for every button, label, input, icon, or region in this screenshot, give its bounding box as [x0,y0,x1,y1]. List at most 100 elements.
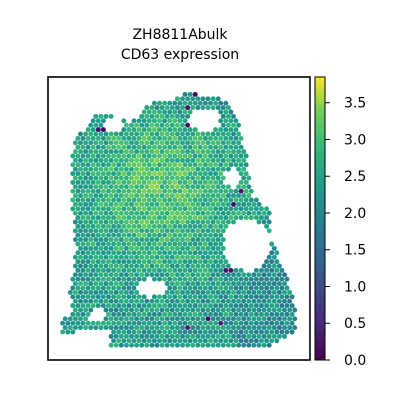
expression-spot [126,215,132,221]
expression-spot [167,153,173,159]
expression-spot [98,263,104,269]
expression-spot [243,294,249,300]
expression-spot [200,184,206,190]
expression-spot [215,131,221,137]
expression-spot [126,197,132,203]
expression-spot [238,171,244,177]
expression-spot [95,162,101,168]
expression-spot [116,223,122,229]
expression-spot [88,210,94,216]
expression-spot [177,285,183,291]
expression-spot [113,219,119,225]
expression-spot [93,201,99,207]
expression-spot [185,184,191,190]
expression-spot [202,267,208,273]
expression-spot [192,162,198,168]
expression-spot [167,215,173,221]
expression-spot [126,311,132,317]
expression-spot [129,316,134,322]
expression-spot [139,201,145,207]
expression-spot [167,109,173,115]
expression-spot [271,281,277,287]
expression-spot [146,118,152,124]
expression-spot [225,333,231,339]
expression-spot [106,197,111,203]
expression-spot [167,338,173,344]
expression-spot [190,307,196,313]
expression-spot [180,166,185,172]
expression-spot [205,342,211,348]
expression-spot [172,223,178,229]
expression-spot [169,122,175,128]
expression-spot [190,96,196,102]
expression-spot [162,311,168,317]
expression-spot [154,184,160,190]
expression-spot [141,232,147,238]
expression-spot [136,311,142,317]
expression-spot [208,179,213,185]
expression-spot [236,122,242,128]
expression-spot [93,289,99,295]
expression-spot [195,96,201,102]
expression-spot [208,329,213,335]
expression-spot [141,127,147,133]
expression-spot [88,289,94,295]
expression-spot [174,237,180,243]
expression-spot [72,281,78,287]
expression-spot [149,272,155,278]
expression-spot [223,338,229,344]
expression-spot [164,122,170,128]
expression-spot [129,333,134,339]
expression-spot [154,140,160,146]
expression-spot [129,184,134,190]
expression-spot [131,127,137,133]
expression-spot [251,281,257,287]
expression-spot [202,320,208,326]
expression-spot [274,294,280,300]
expression-spot [177,144,183,150]
expression-spot [187,162,193,168]
expression-spot [192,171,198,177]
expression-spot [83,193,89,199]
colorbar-tick-label: 2.0 [344,206,366,222]
expression-spot [144,254,150,260]
expression-spot [159,140,165,146]
expression-spot [195,157,201,163]
expression-spot [172,311,178,317]
expression-spot [174,263,180,269]
expression-spot [149,157,155,163]
expression-spot [225,105,231,111]
expression-spot [225,201,231,207]
expression-spot [154,149,160,155]
colorbar [314,76,326,361]
expression-spot [121,267,127,273]
expression-spot [116,285,122,291]
expression-spot [72,149,78,155]
expression-spot [134,219,140,225]
expression-spot [83,210,89,216]
expression-spot [231,298,236,304]
expression-spot [169,245,175,251]
expression-spot [151,241,157,247]
expression-spot [266,289,272,295]
expression-spot [154,113,160,119]
expression-spot [103,281,109,287]
expression-spot [167,188,173,194]
expression-spot [174,184,180,190]
expression-spot [78,131,83,137]
expression-spot [100,197,106,203]
expression-spot [213,303,219,309]
expression-spot [134,175,140,181]
expression-spot [185,325,191,331]
expression-spot [236,281,242,287]
expression-spot [121,320,127,326]
expression-spot [169,193,175,199]
expression-spot [111,294,117,300]
expression-spot [228,303,234,309]
expression-spot [210,157,216,163]
expression-spot [213,329,219,335]
expression-spot [259,311,264,317]
expression-spot [169,333,175,339]
expression-spot [103,272,109,278]
expression-spot [182,223,188,229]
